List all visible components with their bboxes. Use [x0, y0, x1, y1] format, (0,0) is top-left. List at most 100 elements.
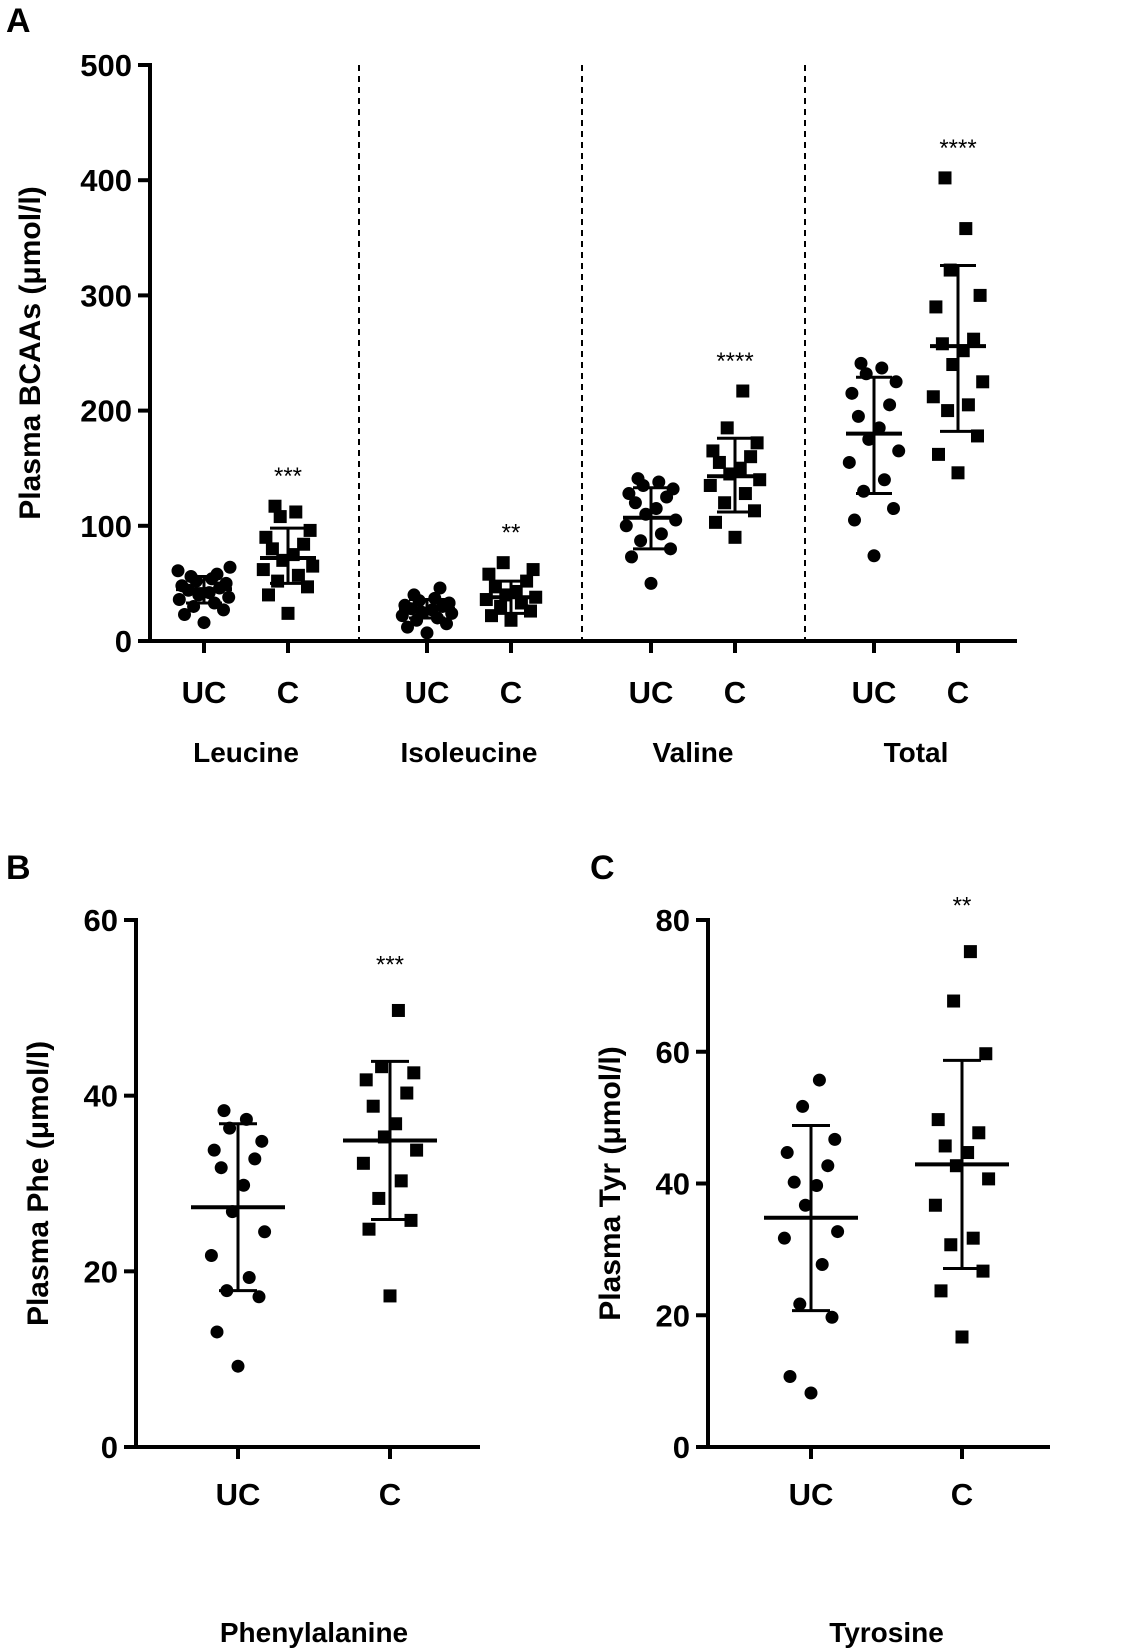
panel-c-uc-point: [798, 1198, 812, 1212]
panel-b-c-point: [391, 1003, 405, 1017]
panel-b-y-tick-label: 60: [84, 903, 118, 938]
panel-b-c-label: C: [379, 1477, 401, 1512]
panel-a-valine-c-point: [733, 461, 747, 475]
panel-a-valine-c-point: [709, 515, 722, 529]
panel-c-uc-point: [787, 1175, 801, 1189]
panel-a-isoleucine-c-point: [479, 593, 493, 607]
panel-a-valine-c-point: [728, 530, 742, 544]
panel-c-c-point: [961, 1146, 975, 1160]
panel-b-y-tick-label: 40: [84, 1079, 118, 1114]
panel-c-c-point: [976, 1264, 990, 1278]
panel-a-y-axis-label: Plasma BCAAs (μmol/l): [14, 186, 47, 519]
panel-a-leucine-c-point: [265, 542, 279, 556]
panel-a-total-uc-point: [875, 361, 889, 375]
panel-a-y-tick-label: 0: [115, 624, 132, 659]
panel-a-isoleucine-group-label: Isoleucine: [401, 737, 538, 768]
panel-a-valine-uc-point: [628, 496, 642, 510]
panel-b-c-point: [359, 1073, 373, 1087]
panel-a-valine-uc-point: [619, 519, 633, 533]
panel-a-total-uc-point: [883, 398, 897, 412]
panel-b-significance: ***: [376, 951, 404, 978]
panel-a-total-c-point: [932, 447, 945, 461]
panel-a-leucine-significance: ***: [274, 463, 302, 490]
panel-a-valine-uc-label: UC: [629, 675, 674, 710]
panel-c-y-tick-label: 20: [656, 1298, 690, 1333]
panel-a-y-tick-label: 400: [80, 163, 132, 198]
panel-b-c-point: [362, 1222, 376, 1236]
panel-a-total-uc-point: [842, 455, 856, 469]
panel-a-total-uc-point: [854, 356, 868, 370]
panel-a-total-c-point: [935, 337, 949, 351]
panel-b-c-point: [407, 1066, 421, 1080]
panel-a-isoleucine-uc-point: [442, 596, 456, 610]
panel-c-c-point: [938, 1139, 952, 1153]
panel-a-valine-uc-point: [631, 472, 645, 486]
panel-a-total-uc-point: [851, 409, 865, 423]
panel-a-total-uc-point: [892, 444, 906, 458]
panel-c-c-point: [944, 1238, 958, 1252]
panel-a-isoleucine-c-point: [496, 556, 510, 570]
panel-a-valine-c-point: [720, 421, 734, 435]
panel-a-isoleucine-c-point: [514, 596, 528, 610]
panel-a-total-c-label: C: [947, 675, 969, 710]
panel-a-leucine-uc-point: [197, 616, 211, 630]
panel-c-y-axis-label: Plasma Tyr (μmol/l): [594, 1046, 627, 1321]
panel-c-c-point: [955, 1330, 969, 1344]
panel-a-isoleucine-c-point: [509, 584, 523, 598]
panel-a-isoleucine-significance: **: [502, 520, 521, 547]
panel-a-leucine-c-point: [273, 510, 287, 524]
panel-c-uc-point: [780, 1146, 794, 1160]
panel-c-uc-point: [831, 1225, 845, 1239]
panel-a-isoleucine-uc-point: [433, 581, 447, 595]
panel-c-uc-point: [815, 1258, 829, 1272]
panel-a-valine-significance: ****: [716, 348, 753, 375]
panel-a-y-tick-label: 100: [80, 509, 132, 544]
panel-c-c-point: [928, 1198, 942, 1212]
panel-a-leucine-group-label: Leucine: [193, 737, 299, 768]
panel-a-leucine-c-point: [262, 588, 275, 602]
panel-a-leucine-c-point: [291, 568, 305, 582]
panel-b-uc-point: [214, 1161, 228, 1175]
panel-b-uc-point: [210, 1325, 224, 1339]
panel-b-c-point: [366, 1099, 380, 1113]
panel-a-total-uc-label: UC: [852, 675, 897, 710]
panel-b-c-point: [404, 1213, 418, 1227]
panel-b-y-tick-label: 20: [84, 1254, 118, 1289]
panel-a-isoleucine-c-point: [526, 563, 540, 577]
panel-b-c-point: [389, 1117, 403, 1131]
panel-b-c-point: [400, 1086, 414, 1100]
panel-a-valine-uc-point: [664, 542, 677, 556]
panel-c-c-point: [979, 1047, 993, 1061]
panel-c-uc-point: [777, 1231, 791, 1245]
panel-a-leucine-c-label: C: [277, 675, 299, 710]
panel-a-total-uc-point: [887, 502, 900, 516]
panel-a-valine-c-point: [706, 444, 720, 458]
panel-b-uc-point: [217, 1104, 231, 1118]
panel-a-valine-uc-point: [649, 502, 663, 516]
panel-a-leucine-uc-point: [172, 593, 186, 607]
panel-a-total-c-point: [967, 332, 981, 346]
panel-a-isoleucine-c-point: [488, 580, 502, 594]
panel-a-total-uc-point: [845, 386, 859, 400]
panel-a-leucine-c-point: [306, 559, 320, 573]
panel-a-leucine-c-point: [271, 574, 285, 588]
panel-a-total-c-point: [946, 358, 960, 372]
panel-a-y-tick-label: 500: [80, 48, 132, 83]
panel-a-total-c-point: [973, 288, 987, 302]
panel-a-total-uc-point: [872, 421, 886, 435]
panel-a-total-uc-point: [862, 432, 876, 446]
panel-a-isoleucine-c-label: C: [500, 675, 522, 710]
panel-a-total-uc-point: [889, 375, 903, 389]
panel-a-leucine-uc-point: [222, 590, 236, 604]
panel-a-total-c-point: [929, 300, 943, 314]
panel-a-total-c-point: [976, 375, 990, 389]
panel-a-total-c-point: [961, 398, 975, 412]
panel-b-uc-point: [255, 1134, 269, 1148]
panel-a-total-uc-point: [857, 484, 871, 498]
panel-c-uc-point: [810, 1178, 824, 1192]
panel-a-isoleucine-c-point: [482, 567, 496, 581]
panel-a-leucine-c-point: [297, 537, 311, 551]
panel-a-valine-uc-point: [622, 487, 636, 501]
panel-a-leucine-c-point: [303, 523, 317, 537]
